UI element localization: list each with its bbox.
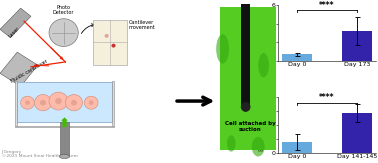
- Ellipse shape: [252, 137, 265, 156]
- Circle shape: [40, 100, 46, 106]
- Text: ****: ****: [319, 1, 335, 10]
- Polygon shape: [0, 8, 31, 37]
- Text: Fluidic cantilever: Fluidic cantilever: [10, 59, 49, 84]
- Bar: [282, 54, 312, 61]
- Text: Cantilever
movement: Cantilever movement: [129, 20, 156, 30]
- Ellipse shape: [241, 102, 251, 112]
- Circle shape: [49, 19, 78, 46]
- Circle shape: [105, 34, 109, 38]
- Bar: [242, 4, 250, 107]
- Polygon shape: [0, 52, 38, 86]
- Circle shape: [21, 96, 34, 109]
- Text: ****: ****: [319, 93, 335, 102]
- Ellipse shape: [227, 135, 235, 152]
- Text: Laser: Laser: [7, 26, 20, 39]
- Circle shape: [84, 96, 98, 109]
- Y-axis label: Elasticity (kPa): Elasticity (kPa): [259, 99, 265, 151]
- Circle shape: [55, 98, 62, 104]
- Ellipse shape: [59, 155, 70, 158]
- Bar: [93, 20, 127, 65]
- Y-axis label: Mass (ng): Mass (ng): [262, 16, 269, 50]
- Circle shape: [89, 100, 94, 105]
- Bar: [60, 122, 69, 156]
- Text: Photo
Detector: Photo Detector: [53, 5, 74, 15]
- FancyArrow shape: [61, 117, 68, 127]
- Bar: [220, 7, 276, 150]
- Circle shape: [65, 95, 82, 111]
- Bar: [17, 82, 112, 122]
- Text: Cell attached by
suction: Cell attached by suction: [225, 121, 275, 132]
- Ellipse shape: [258, 53, 269, 77]
- Circle shape: [25, 100, 30, 105]
- Bar: [112, 82, 113, 126]
- Circle shape: [49, 92, 68, 110]
- Circle shape: [112, 44, 116, 48]
- Circle shape: [71, 100, 77, 106]
- Text: J Gregory
©2021 Mount Sinai Health System: J Gregory ©2021 Mount Sinai Health Syste…: [2, 149, 77, 158]
- Circle shape: [34, 95, 51, 111]
- Bar: [282, 142, 312, 153]
- Bar: [342, 113, 372, 153]
- Ellipse shape: [216, 34, 229, 64]
- Bar: [15, 126, 113, 127]
- Bar: [342, 31, 372, 61]
- Bar: [15, 82, 17, 126]
